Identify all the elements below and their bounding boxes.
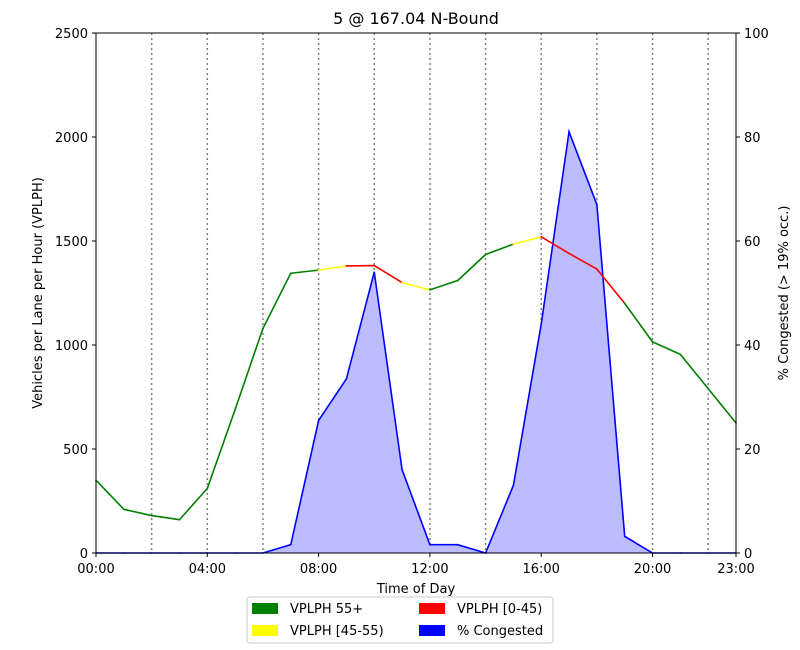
vplph-segment — [512, 236, 543, 245]
y2-tick-label: 60 — [744, 235, 761, 250]
x-tick-label: 08:00 — [300, 562, 337, 577]
congested-point — [373, 271, 376, 274]
vplph-segment — [401, 281, 431, 291]
y2-tick-label: 80 — [744, 131, 761, 146]
congested-area — [96, 131, 736, 554]
congested-point — [317, 419, 320, 422]
vplph-point — [623, 302, 626, 305]
legend-label-congested: % Congested — [457, 624, 543, 639]
y2-tick-label: 40 — [744, 339, 761, 354]
x-axis-label: Time of Day — [376, 582, 456, 597]
y2-tick-label: 20 — [744, 443, 761, 458]
vplph-point — [206, 487, 209, 490]
legend-swatch-vplph-0-45 — [419, 603, 445, 614]
congested-point — [289, 543, 292, 546]
y-tick-label: 1000 — [55, 339, 88, 354]
vplph-segment — [373, 264, 403, 284]
congested-point — [401, 469, 403, 471]
vplph-point — [345, 265, 348, 267]
legend-label-vplph-45-55: VPLPH [45-55) — [290, 624, 384, 639]
y2-axis-label: % Congested (> 19% occ.) — [777, 206, 792, 381]
vplph-segment — [317, 265, 348, 271]
vplph-segment — [540, 236, 570, 255]
legend-swatch-congested — [419, 625, 445, 636]
axes-ticks: 00:00 04:00 08:00 12:00 16:00 20:00 23:0005001… — [55, 27, 769, 577]
x-tick-label: 23:00 — [717, 562, 754, 577]
vplph-point — [596, 268, 598, 270]
x-tick-label: 20:00 — [634, 562, 671, 577]
vplph-point — [234, 408, 236, 411]
y-tick-label: 1500 — [55, 235, 88, 250]
vplph-point — [289, 272, 292, 275]
x-tick-label: 04:00 — [189, 562, 226, 577]
vplph-point — [512, 243, 515, 245]
vplph-segment — [262, 272, 292, 330]
y-tick-label: 500 — [63, 443, 88, 458]
vplph-segment — [178, 487, 209, 521]
congested-point — [596, 203, 598, 206]
vplph-point — [123, 508, 125, 511]
vplph-point — [484, 253, 487, 256]
congested-point — [623, 535, 626, 538]
vplph-segment — [206, 408, 236, 490]
y2-tick-label: 100 — [744, 27, 769, 42]
vplph-segment — [623, 302, 654, 343]
vplph-point — [540, 236, 543, 238]
vplph-segment — [679, 353, 709, 390]
vplph-point — [178, 518, 181, 521]
vplph-segment — [95, 479, 125, 511]
vplph-point — [429, 289, 431, 291]
vplph-point — [150, 514, 153, 517]
legend-frame — [246, 596, 554, 644]
y-tick-label: 2500 — [55, 27, 88, 42]
legend-swatch-vplph-45-55 — [252, 625, 278, 636]
chart-title: 5 @ 167.04 N-Bound — [333, 9, 499, 28]
vplph-segment — [123, 508, 153, 517]
congested-point — [512, 484, 515, 487]
congested-point — [429, 543, 431, 546]
legend-label-vplph-55plus: VPLPH 55+ — [290, 602, 363, 617]
vplph-point — [707, 387, 709, 390]
vplph-segment — [234, 327, 264, 411]
congested-point — [345, 378, 348, 380]
plot-frame — [95, 32, 737, 554]
congested-point — [540, 323, 543, 326]
x-tick-label: 12:00 — [411, 562, 448, 577]
congested-point — [568, 131, 570, 133]
vplph-segment — [456, 253, 487, 282]
congested-point — [456, 543, 459, 546]
vplph-point — [317, 269, 320, 271]
vplph-segment — [150, 514, 181, 521]
x-tick-label: 16:00 — [522, 562, 559, 577]
y-tick-label: 2000 — [55, 131, 88, 146]
y-tick-label: 0 — [80, 547, 88, 562]
vplph-segment — [289, 269, 320, 275]
vplph-segment — [568, 252, 598, 270]
vplph-segment — [429, 279, 459, 291]
vplph-segment — [484, 243, 515, 256]
vplph-point — [568, 252, 570, 255]
y-axis-label: Vehicles per Lane per Hour (VPLPH) — [31, 177, 46, 409]
legend-swatch-vplph-55plus — [252, 603, 278, 614]
y2-tick-label: 0 — [744, 547, 752, 562]
vplph-segment — [596, 268, 626, 305]
vplph-point — [401, 281, 403, 284]
vplph-point — [456, 279, 459, 282]
vplph-point — [262, 327, 264, 330]
legend-label-vplph-0-45: VPLPH [0-45) — [457, 602, 542, 617]
legend: VPLPH 55+ VPLPH [45-55) VPLPH [0-45) % C… — [246, 596, 554, 644]
vplph-segment — [651, 341, 682, 356]
x-tick-label: 00:00 — [77, 562, 114, 577]
vplph-point — [373, 264, 376, 267]
vplph-point — [651, 341, 654, 343]
vplph-point — [679, 353, 682, 356]
vplph-segment — [707, 387, 737, 424]
